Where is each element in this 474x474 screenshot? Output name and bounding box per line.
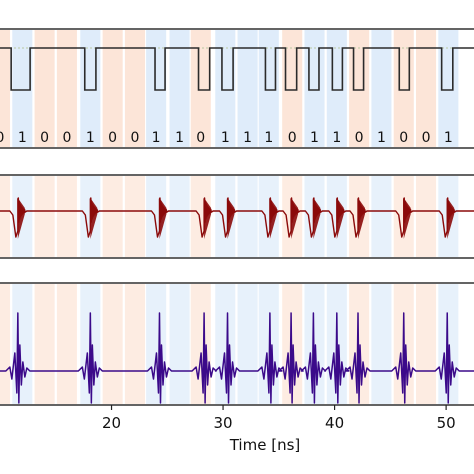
bit-band (102, 30, 123, 147)
bit-band (190, 284, 211, 404)
bit-label: 0 (62, 130, 71, 146)
bit-band (169, 176, 190, 257)
bit-band (237, 176, 258, 257)
bit-label: 1 (377, 130, 386, 146)
bit-band (237, 30, 258, 147)
bit-label: 1 (221, 130, 230, 146)
bit-band (146, 30, 167, 147)
panel-digital (0, 28, 474, 149)
bit-band (0, 176, 11, 257)
bit-band (371, 30, 392, 147)
x-axis-layer: 20 30 40 50 (102, 405, 456, 432)
bit-band (258, 176, 279, 257)
x-tick-label: 50 (437, 414, 456, 432)
bit-label: 1 (18, 130, 27, 146)
bit-label: 0 (108, 130, 117, 146)
spike-trace (0, 312, 474, 404)
filtered-event (358, 198, 366, 239)
filtered-event (204, 198, 212, 239)
bit-band (0, 284, 11, 404)
bit-band (146, 176, 167, 257)
panel-filtered (0, 174, 474, 259)
filtered-trace (0, 197, 474, 238)
bit-band (102, 284, 123, 404)
traces-layer (0, 47, 474, 404)
bit-band (190, 30, 211, 147)
bit-band (215, 176, 236, 257)
bit-band (169, 284, 190, 404)
filtered-event (403, 198, 411, 239)
bit-label: 0 (399, 130, 408, 146)
filtered-event (90, 198, 98, 239)
bit-label: 0 (288, 130, 297, 146)
bit-labels-layer: 010010011011101101001 (0, 130, 453, 146)
bit-band (0, 30, 11, 147)
digital-trace (0, 47, 474, 91)
bit-label: 0 (0, 130, 4, 146)
bit-band (124, 30, 145, 147)
bit-label: 1 (264, 130, 273, 146)
filtered-event (447, 198, 455, 239)
bit-band (124, 176, 145, 257)
bit-label: 0 (422, 130, 431, 146)
bit-label: 1 (444, 130, 453, 146)
bit-band (124, 284, 145, 404)
bit-band (102, 176, 123, 257)
bit-label: 1 (332, 130, 341, 146)
bit-band (56, 30, 77, 147)
x-axis-label: Time [ns] (229, 436, 301, 454)
bit-band (258, 30, 279, 147)
bit-band (416, 176, 437, 257)
filtered-event (269, 198, 277, 239)
bit-label: 1 (86, 130, 95, 146)
bit-label: 0 (355, 130, 364, 146)
bit-band (12, 30, 33, 147)
bit-band (169, 30, 190, 147)
bit-band (237, 284, 258, 404)
x-tick-label: 20 (102, 414, 121, 432)
bit-label: 0 (40, 130, 49, 146)
filtered-event (313, 198, 321, 239)
filtered-event (336, 198, 344, 239)
filtered-event (291, 198, 299, 239)
x-tick-label: 30 (214, 414, 233, 432)
bit-band (416, 30, 437, 147)
panels-layer (0, 28, 474, 406)
bit-label: 1 (310, 130, 319, 146)
bit-band (190, 176, 211, 257)
bit-band (56, 176, 77, 257)
bit-band (12, 284, 33, 404)
bit-label: 1 (175, 130, 184, 146)
bit-band (34, 176, 55, 257)
filtered-event (227, 198, 235, 239)
bit-band (56, 284, 77, 404)
bit-band (371, 176, 392, 257)
bit-label: 1 (243, 130, 252, 146)
bit-band (215, 284, 236, 404)
bit-band (215, 30, 236, 147)
bit-band (416, 284, 437, 404)
bit-label: 0 (196, 130, 205, 146)
bit-label: 1 (152, 130, 161, 146)
x-tick-label: 40 (325, 414, 344, 432)
filtered-event (159, 198, 167, 239)
bit-band (146, 284, 167, 404)
bit-label: 0 (130, 130, 139, 146)
bit-band (371, 284, 392, 404)
bit-band (34, 30, 55, 147)
panel-spikes (0, 282, 474, 406)
filtered-event (17, 198, 25, 239)
bit-band (34, 284, 55, 404)
